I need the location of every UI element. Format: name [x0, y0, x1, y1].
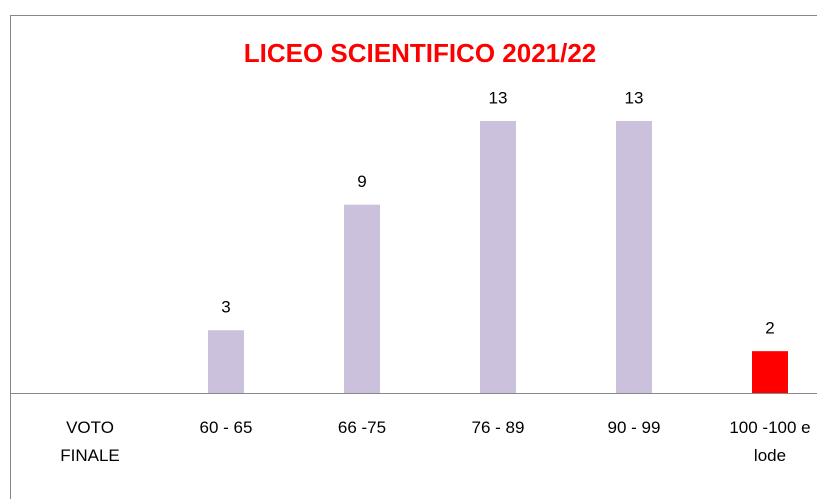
bar	[208, 330, 244, 393]
data-label: 9	[357, 172, 366, 191]
data-label: 13	[489, 88, 508, 107]
x-tick-label: 90 - 99	[607, 418, 661, 437]
x-tick-label: 60 - 65	[199, 418, 253, 437]
bar	[344, 204, 380, 393]
bar	[752, 351, 788, 393]
x-tick-label: 100 -100 e lode	[729, 418, 811, 465]
bar	[480, 121, 516, 393]
data-label: 2	[765, 319, 774, 338]
bar	[616, 121, 652, 393]
x-tick-label: 66 -75	[337, 418, 387, 437]
data-label: 3	[221, 298, 230, 317]
data-label: 13	[625, 88, 644, 107]
x-tick-label: 76 - 89	[471, 418, 525, 437]
chart-frame	[10, 15, 817, 499]
chart-title: LICEO SCIENTIFICO 2021/22	[244, 38, 597, 68]
x-tick-label: VOTO FINALE	[60, 418, 120, 465]
